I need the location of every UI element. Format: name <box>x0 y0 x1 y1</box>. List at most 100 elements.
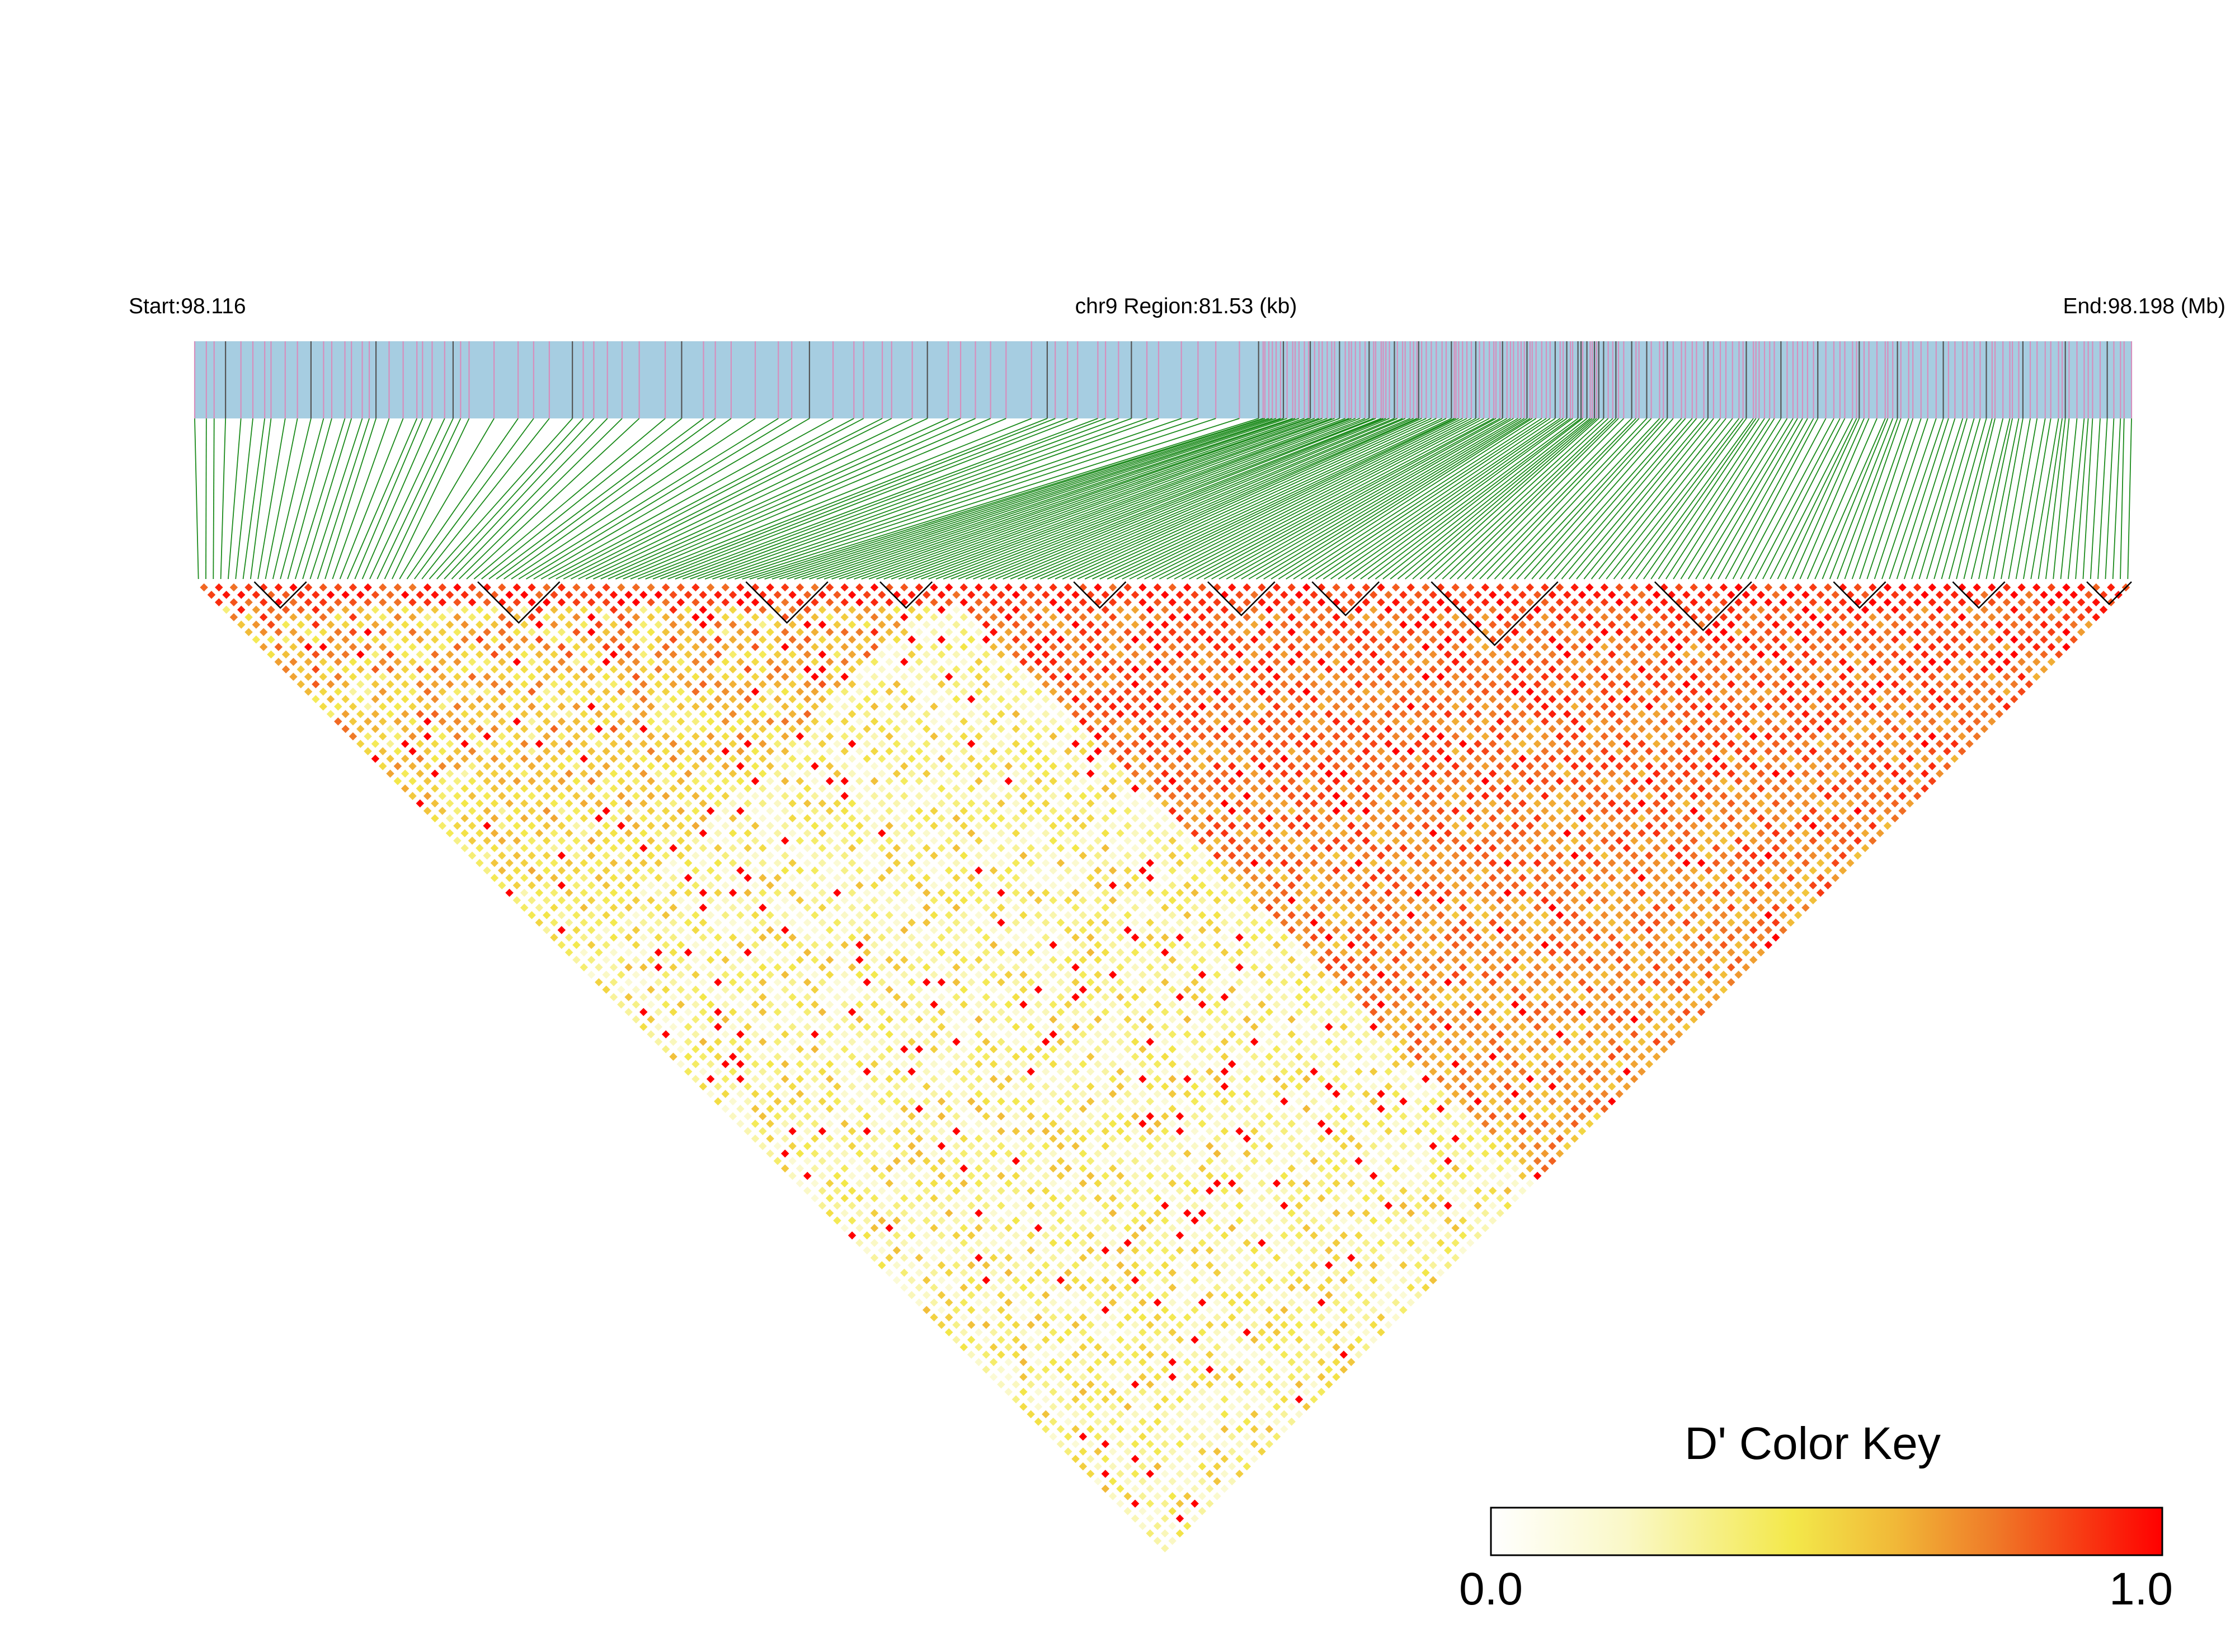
ld-cell <box>1011 963 1020 972</box>
ld-cell <box>1161 1499 1169 1508</box>
ld-cell <box>595 605 603 614</box>
ld-cell <box>736 1119 745 1128</box>
ld-cell <box>773 829 782 837</box>
ld-cell <box>1011 1171 1020 1180</box>
ld-cell <box>706 896 715 905</box>
ld-cell <box>855 1090 864 1098</box>
ld-cell <box>661 866 670 875</box>
ld-cell <box>759 829 767 837</box>
ld-cell <box>706 821 715 830</box>
ld-cell <box>714 740 722 748</box>
ld-cell <box>1131 1410 1140 1419</box>
ld-cell <box>1235 1350 1244 1359</box>
ld-cell <box>1325 1231 1333 1240</box>
ld-cell <box>423 776 432 785</box>
ld-cell <box>1049 1343 1057 1352</box>
ld-cell <box>1213 1119 1221 1128</box>
ld-cell <box>393 776 402 785</box>
ld-cell <box>706 747 715 756</box>
ld-cell <box>818 903 827 912</box>
ld-cell <box>401 695 410 703</box>
ld-cell <box>1258 1194 1266 1203</box>
ld-cell <box>1258 1164 1266 1173</box>
ld-cell <box>811 1060 819 1069</box>
ld-cell <box>550 769 558 778</box>
ld-cell <box>1272 1164 1281 1173</box>
ld-cell <box>937 769 946 778</box>
ld-cell <box>319 613 327 622</box>
snp-connector <box>675 418 1106 580</box>
ld-cell <box>1302 1194 1311 1203</box>
ld-cell <box>1042 859 1050 867</box>
ld-cell <box>930 881 938 889</box>
ld-cell <box>1175 1023 1184 1031</box>
ld-cell <box>944 1000 953 1009</box>
ld-cell <box>975 1104 983 1113</box>
ld-cell <box>944 940 953 949</box>
ld-cell <box>780 1000 789 1009</box>
ld-cell <box>825 657 834 666</box>
ld-cell <box>855 1164 864 1173</box>
ld-cell <box>759 963 767 972</box>
ld-cell <box>490 695 499 703</box>
ld-cell <box>1310 1171 1318 1180</box>
snp-connector <box>1412 418 1597 580</box>
ld-cell <box>997 1142 1005 1150</box>
ld-cell <box>1064 1015 1072 1024</box>
ld-cell <box>997 1171 1005 1180</box>
ld-cell <box>1213 1045 1221 1053</box>
ld-cell <box>855 717 864 726</box>
ld-cell <box>1131 1171 1140 1180</box>
ld-cell <box>1272 1418 1281 1426</box>
ld-cell <box>1027 1052 1035 1061</box>
ld-cell <box>922 1008 931 1016</box>
ld-cell <box>580 814 588 823</box>
ld-cell <box>445 591 454 599</box>
ld-cell <box>1227 1149 1236 1158</box>
ld-cell <box>1325 1157 1333 1165</box>
ld-cell <box>1161 1410 1169 1419</box>
snp-connector <box>1464 418 1624 580</box>
ld-cell <box>1079 1223 1088 1232</box>
ld-cell <box>542 866 551 875</box>
ld-cell <box>676 1000 685 1009</box>
ld-cell <box>975 896 983 905</box>
ld-cell <box>1332 1179 1340 1188</box>
ld-cell <box>661 1015 670 1024</box>
ld-cell <box>751 1060 760 1069</box>
ld-cell <box>580 859 588 867</box>
ld-cell <box>728 591 737 599</box>
ld-cell <box>1272 1283 1281 1292</box>
ld-cell <box>922 1052 931 1061</box>
ld-cell <box>468 732 477 741</box>
ld-cell <box>378 688 387 696</box>
ld-cell <box>460 799 469 808</box>
ld-cell <box>803 844 812 853</box>
ld-cell <box>944 1268 953 1277</box>
ld-cell <box>855 1239 864 1247</box>
ld-cell <box>1243 1149 1251 1158</box>
ld-cell <box>572 940 581 949</box>
ld-cell <box>1071 1157 1080 1165</box>
ld-cell <box>706 1000 715 1009</box>
ld-cell <box>885 1268 893 1277</box>
ld-cell <box>885 926 893 934</box>
ld-cell <box>557 776 566 785</box>
ld-cell <box>289 598 298 606</box>
ld-cell <box>1362 1223 1371 1232</box>
ld-cell <box>1101 1187 1110 1195</box>
snp-connector <box>1546 418 1686 580</box>
ld-cell <box>863 680 871 689</box>
ld-cell <box>676 940 685 949</box>
snp-connector <box>1970 418 2011 580</box>
ld-cell <box>1258 1313 1266 1322</box>
snp-connector <box>2067 418 2085 580</box>
ld-cell <box>907 963 916 972</box>
snp-connector <box>1747 418 1834 580</box>
ld-cell <box>1123 985 1132 994</box>
ld-cell <box>811 702 819 711</box>
ld-cell <box>989 1119 998 1128</box>
ld-cell <box>922 1246 931 1255</box>
ld-cell <box>780 583 789 592</box>
ld-cell <box>989 1030 998 1039</box>
